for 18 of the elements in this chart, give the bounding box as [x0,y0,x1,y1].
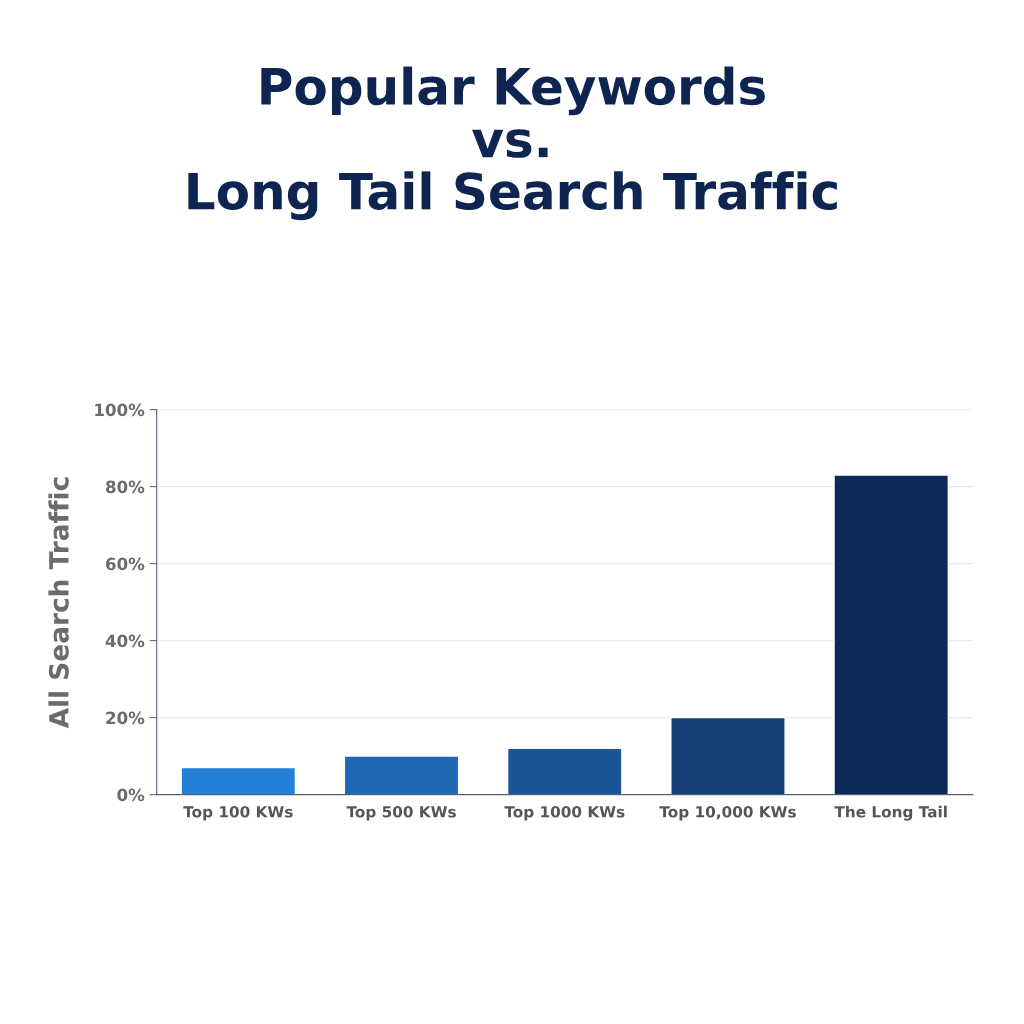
chart-title: Popular Keywords vs. Long Tail Search Traffic [188,66,837,221]
x-tick-label: The Long Tail [834,805,947,821]
y-axis-title: All Search Traffic [48,477,69,729]
bar [506,747,623,795]
x-tick-label: Top 1000 KWs [504,806,625,821]
bar [833,474,950,795]
x-tick-label: Top 500 KWs [346,806,456,821]
y-tick-label: 60% [106,557,145,571]
y-tick-label: 80% [105,480,145,494]
y-tick-label: 100% [95,403,145,417]
bar [180,766,297,795]
x-tick-label: Top 10,000 KWs [659,806,796,821]
y-tick-label: 0% [117,788,145,802]
y-tick-label: 20% [106,711,145,725]
bar [343,755,460,795]
x-tick-label: Top 100 KWs [183,806,293,821]
bar [670,716,786,795]
y-tick-label: 40% [105,634,145,648]
